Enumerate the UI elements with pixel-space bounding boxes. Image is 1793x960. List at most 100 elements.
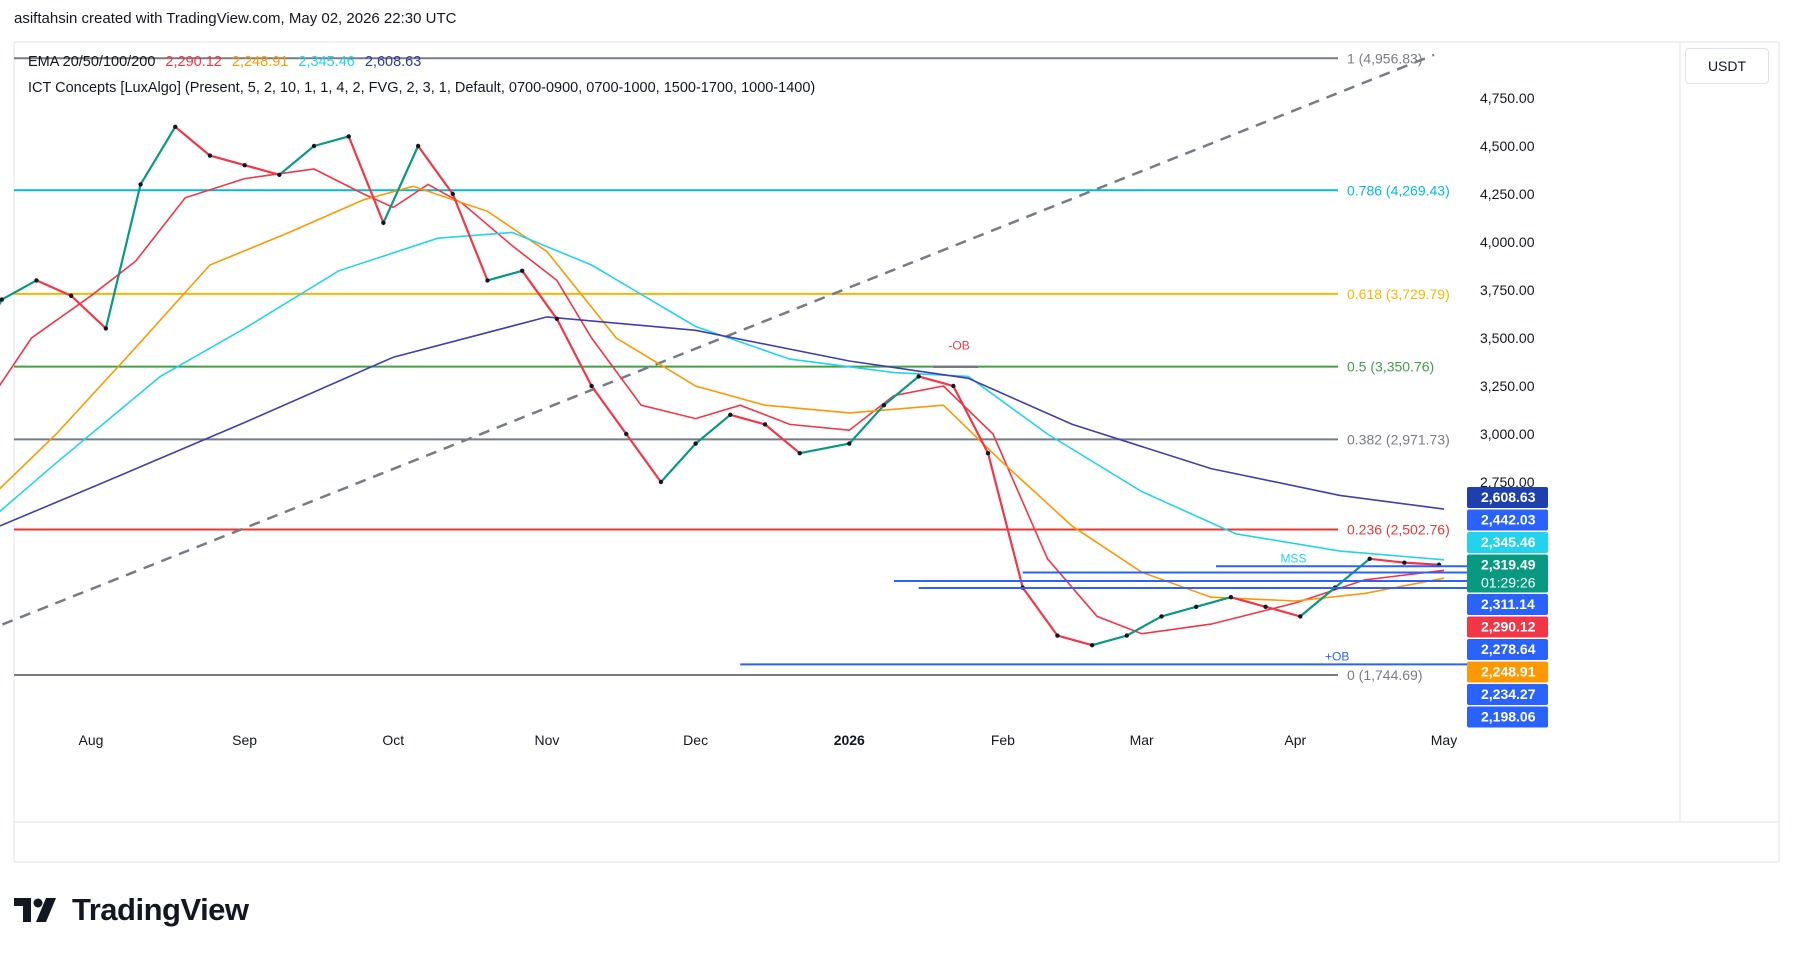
ema-legend-value-3: 2,608.63: [360, 54, 422, 70]
price-tag-label: 2,248.91: [1481, 664, 1536, 680]
price-segment: [986, 452, 1024, 588]
price-segment: [590, 385, 628, 435]
price-axis-tick: 4,750.00: [1480, 90, 1535, 106]
ema-line-0: [0, 168, 1445, 635]
price-tag-label: 2,319.49: [1481, 557, 1536, 573]
time-axis-tick: Sep: [232, 732, 257, 748]
price-segment: [104, 184, 142, 329]
price-segment: [174, 125, 211, 157]
price-point: [1055, 633, 1060, 638]
currency-selector[interactable]: USDT: [1685, 48, 1769, 84]
tradingview-logo-icon: [14, 898, 56, 922]
ema-legend-value-1: 2,248.91: [227, 54, 289, 70]
price-segment: [313, 135, 350, 148]
price-segment: [1091, 634, 1128, 647]
time-axis-tick: 2026: [834, 732, 865, 748]
ict-legend-label: ICT Concepts [LuxAlgo] (Present, 5, 2, 1…: [28, 80, 816, 96]
price-segment: [883, 375, 920, 407]
price-segment: [0, 299, 3, 306]
price-segment: [70, 294, 107, 330]
time-axis-tick: Nov: [535, 732, 560, 748]
fib-label-0.786: 0.786 (4,269.43): [1347, 182, 1450, 198]
price-point: [728, 412, 733, 417]
price-axis-tick: 3,500.00: [1480, 330, 1535, 346]
price-point: [1228, 595, 1234, 600]
ema-legend-label: EMA 20/50/100/200: [28, 54, 156, 70]
tradingview-logo[interactable]: TradingView: [14, 892, 249, 928]
price-segment: [730, 413, 766, 426]
price-point: [68, 293, 74, 298]
price-point: [346, 134, 351, 139]
price-segment: [1161, 605, 1197, 618]
fib-label-0.5: 0.5 (3,350.76): [1347, 359, 1434, 375]
price-tag-label: 2,290.12: [1481, 619, 1536, 635]
price-point: [1193, 604, 1199, 609]
price-point: [519, 268, 525, 273]
price-segment: [848, 404, 885, 445]
diagonal-trend-line: [0, 53, 1435, 627]
price-axis-tick: 4,500.00: [1480, 138, 1535, 154]
price-point: [554, 316, 560, 321]
price-tags: 2,608.63 2,442.03 2,345.46 2,319.49 01:29:26…: [1467, 487, 1548, 728]
price-tag-bg: [1467, 639, 1548, 660]
price-tag-bg: [1467, 487, 1548, 508]
fib-label-0.382: 0.382 (2,971.73): [1347, 431, 1450, 447]
ict-legend[interactable]: ICT Concepts [LuxAlgo] (Present, 5, 2, 1…: [28, 80, 815, 96]
price-segment: [1404, 561, 1440, 566]
price-segment: [139, 126, 177, 185]
price-tag-bg: [1467, 532, 1548, 553]
price-tag-label: 2,198.06: [1481, 709, 1536, 725]
price-tag-label: 2,311.14: [1481, 596, 1535, 612]
price-point: [415, 143, 421, 149]
price-segment: [1195, 596, 1232, 608]
price-tag-bg: [1467, 661, 1548, 683]
price-point: [951, 383, 956, 389]
ema-legend[interactable]: EMA 20/50/100/200 2,290.12 2,248.91 2,34…: [28, 54, 421, 70]
price-axis-tick: 2,750.00: [1480, 474, 1535, 490]
price-point: [589, 383, 594, 389]
price-point: [1402, 560, 1407, 565]
price-point: [138, 182, 143, 187]
price-point: [1159, 614, 1164, 619]
price-point: [207, 153, 213, 158]
price-segment: [555, 318, 593, 387]
price-point: [847, 441, 852, 446]
price-segment: [799, 442, 850, 455]
price-point: [762, 422, 768, 427]
price-line: [0, 124, 1442, 648]
price-segment: [1265, 605, 1301, 618]
price-tag-bg: [1467, 684, 1548, 705]
price-axis-tick: 3,250.00: [1480, 378, 1535, 394]
time-axis: Aug Sep Oct Nov Dec 2026 Feb Mar Apr May: [79, 732, 1458, 748]
price-point: [242, 163, 247, 168]
price-point: [1089, 643, 1095, 648]
price-segment: [1230, 596, 1266, 608]
price-segment: [1, 279, 38, 301]
price-segment: [382, 145, 420, 224]
price-axis-tick: 3,000.00: [1480, 426, 1535, 442]
price-segment: [278, 145, 315, 176]
annotation-ob: +OB: [1325, 650, 1349, 664]
fib-label-0.236: 0.236 (2,502.76): [1347, 521, 1450, 537]
price-tag-bg: [1467, 706, 1548, 728]
price-point: [173, 124, 178, 129]
price-segment: [918, 375, 954, 388]
ema-lines: [0, 168, 1445, 635]
price-tag-bg: [1467, 594, 1548, 615]
chart-header: asiftahsin created with TradingView.com,…: [14, 10, 457, 27]
price-segment: [1299, 586, 1336, 618]
time-axis-tick: Dec: [683, 732, 708, 748]
price-segment: [417, 145, 454, 195]
chart-frame: [13, 41, 1780, 863]
price-point: [1367, 556, 1372, 561]
ema-legend-value-0: 2,290.12: [165, 54, 222, 70]
price-tag-label: 2,278.64: [1481, 641, 1536, 657]
price-point: [381, 220, 386, 225]
price-segment: [1021, 586, 1059, 637]
price-point: [1263, 604, 1268, 609]
time-axis-tick: Aug: [79, 732, 104, 748]
price-tag-label: 2,442.03: [1481, 512, 1536, 528]
price-point: [485, 278, 490, 283]
